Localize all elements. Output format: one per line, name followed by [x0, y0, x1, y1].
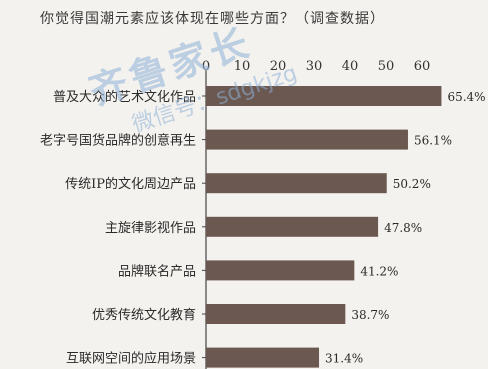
bar — [206, 260, 355, 281]
value-label: 31.4% — [325, 352, 363, 366]
value-label: 41.2% — [360, 264, 398, 278]
bar — [206, 129, 408, 150]
value-label: 56.1% — [414, 134, 452, 148]
bar — [206, 304, 346, 324]
bar — [206, 216, 379, 237]
value-labels: 65.4% 56.1% 50.2% 47.8% 41.2% 38.7% 31.4% — [325, 90, 486, 366]
category-label: 主旋律影视作品 — [105, 221, 196, 236]
bars-group — [202, 86, 442, 368]
x-tick-label: 0 — [202, 59, 210, 74]
bar — [206, 86, 442, 106]
category-label: 普及大众的艺术文化作品 — [53, 89, 196, 105]
value-label: 65.4% — [447, 90, 485, 104]
chart-title: 你觉得国潮元素应该体现在哪些方面？（调查数据） — [40, 11, 385, 27]
category-label: 互联网空间的应用场景 — [66, 351, 196, 367]
x-tick-label: 40 — [342, 59, 359, 74]
x-axis-ticks: 0 10 20 30 40 50 60 — [202, 59, 430, 74]
value-label: 50.2% — [393, 177, 431, 191]
x-tick-label: 20 — [270, 59, 287, 74]
value-label: 47.8% — [384, 221, 422, 235]
x-tick-label: 10 — [234, 59, 251, 74]
value-label: 38.7% — [351, 308, 389, 322]
bar — [206, 347, 320, 368]
x-tick-label: 60 — [414, 59, 431, 74]
bar — [206, 173, 387, 194]
category-label: 传统IP的文化周边产品 — [65, 176, 196, 192]
x-tick-label: 50 — [378, 59, 395, 74]
category-label: 老字号国货品牌的创意再生 — [40, 133, 196, 149]
x-tick-label: 30 — [306, 59, 323, 74]
category-labels: 普及大众的艺术文化作品老字号国货品牌的创意再生传统IP的文化周边产品主旋律影视作… — [40, 89, 196, 367]
category-label: 优秀传统文化教育 — [92, 307, 196, 323]
category-label: 品牌联名产品 — [118, 263, 196, 279]
